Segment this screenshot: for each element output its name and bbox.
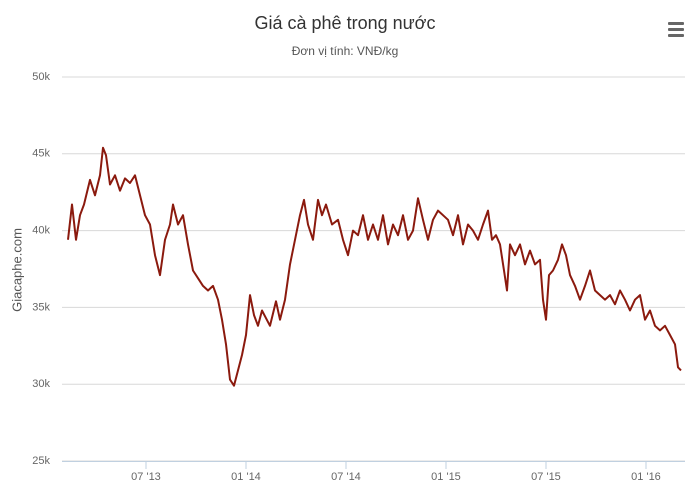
y-tick-label: 40k (32, 225, 50, 237)
chart-title: Giá cà phê trong nước (255, 13, 436, 33)
y-tick-label: 45k (32, 148, 50, 160)
price-line (67, 146, 682, 387)
x-tick-label: 07 '13 (131, 471, 161, 483)
y-axis-label: Giacaphe.com (9, 228, 24, 312)
y-tick-label: 50k (32, 71, 50, 83)
x-tick-label: 07 '14 (331, 471, 361, 483)
x-tick-label: 01 '16 (631, 471, 661, 483)
y-tick-label: 25k (32, 455, 50, 467)
x-tick-label: 01 '14 (231, 471, 261, 483)
menu-button[interactable] (668, 22, 684, 37)
x-tick-label: 07 '15 (531, 471, 561, 483)
x-tick-label: 01 '15 (431, 471, 461, 483)
y-tick-label: 35k (32, 301, 50, 313)
chart-subtitle: Đơn vị tính: VNĐ/kg (292, 44, 399, 58)
y-tick-label: 30k (32, 378, 50, 390)
